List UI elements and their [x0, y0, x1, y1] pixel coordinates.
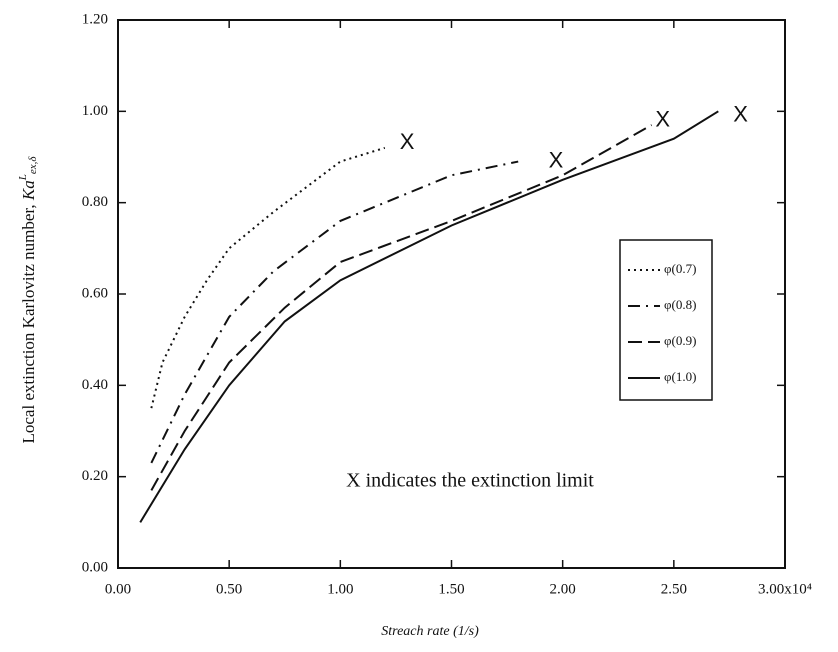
- legend-box: [619, 239, 713, 401]
- annotation: X indicates the extinction limit: [346, 470, 594, 492]
- x-axis-label: Streach rate (1/s): [381, 624, 479, 639]
- legend-label: φ(0.9): [664, 333, 696, 348]
- legend-label: φ(1.0): [664, 369, 696, 384]
- x-tick-label: 2.00: [550, 581, 576, 597]
- extinction-marker: X: [733, 102, 748, 127]
- y-tick-label: 0.20: [82, 468, 108, 484]
- y-axis-label-sub: ex,δ: [27, 156, 39, 175]
- x-tick-label: 1.00: [327, 581, 353, 597]
- extinction-marker: X: [549, 147, 564, 172]
- legend-label: φ(0.8): [664, 297, 696, 312]
- x-tick-label: 1.50: [438, 581, 464, 597]
- y-tick-label: 0.80: [82, 194, 108, 210]
- series-line: [139, 110, 719, 523]
- y-axis-label-sup: L: [17, 174, 29, 181]
- series-line: [150, 124, 653, 491]
- y-tick-label: 1.00: [82, 103, 108, 119]
- series-line: [150, 146, 386, 409]
- x-tick-label: 2.50: [661, 581, 687, 597]
- x-tick-label: 3.00x10⁴: [758, 581, 812, 597]
- y-tick-label: 0.00: [82, 559, 108, 575]
- extinction-marker: X: [400, 129, 415, 154]
- y-tick-label: 1.20: [82, 11, 108, 27]
- y-axis-label-symbol: Ka: [19, 180, 38, 201]
- y-tick-label: 0.40: [82, 377, 108, 393]
- y-axis-label-text: Local extinction Karlovitz number,: [19, 204, 38, 443]
- legend-label: φ(0.7): [664, 261, 696, 276]
- y-axis-label: Local extinction Karlovitz number, KaLex…: [17, 156, 39, 444]
- extinction-marker: X: [655, 106, 670, 131]
- x-tick-label: 0.50: [216, 581, 242, 597]
- x-tick-label: 0.00: [105, 581, 131, 597]
- y-tick-label: 0.60: [82, 285, 108, 301]
